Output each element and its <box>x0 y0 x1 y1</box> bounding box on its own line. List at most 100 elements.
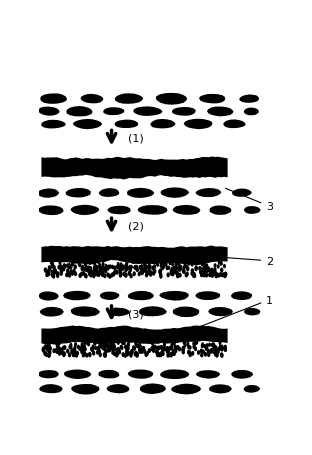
Circle shape <box>103 347 106 352</box>
Circle shape <box>80 343 84 347</box>
Text: 3: 3 <box>225 189 273 212</box>
Circle shape <box>194 267 198 272</box>
Polygon shape <box>41 326 228 345</box>
Circle shape <box>83 347 87 352</box>
Circle shape <box>140 264 143 269</box>
Circle shape <box>91 271 95 276</box>
Circle shape <box>124 353 127 358</box>
Polygon shape <box>172 108 196 116</box>
Polygon shape <box>66 107 92 117</box>
Circle shape <box>107 265 110 270</box>
Circle shape <box>119 271 122 275</box>
Polygon shape <box>139 307 167 317</box>
Circle shape <box>179 265 183 270</box>
Circle shape <box>83 341 86 346</box>
Polygon shape <box>210 206 232 216</box>
Circle shape <box>62 346 65 351</box>
Circle shape <box>71 263 74 267</box>
Circle shape <box>210 348 213 353</box>
Circle shape <box>104 349 108 354</box>
Circle shape <box>78 273 82 278</box>
Circle shape <box>159 269 162 273</box>
Circle shape <box>151 346 154 350</box>
Circle shape <box>213 350 216 354</box>
Circle shape <box>185 273 188 278</box>
Circle shape <box>213 347 216 352</box>
Circle shape <box>170 267 174 272</box>
Circle shape <box>60 271 63 276</box>
Circle shape <box>158 346 161 350</box>
Circle shape <box>122 272 126 277</box>
Circle shape <box>98 349 101 354</box>
Circle shape <box>166 353 170 358</box>
Circle shape <box>41 347 45 352</box>
Circle shape <box>52 273 55 278</box>
Circle shape <box>212 349 216 354</box>
Polygon shape <box>40 307 64 317</box>
Circle shape <box>166 349 169 354</box>
Circle shape <box>82 349 85 354</box>
Circle shape <box>84 263 87 268</box>
Circle shape <box>212 345 216 350</box>
Circle shape <box>71 271 74 276</box>
Circle shape <box>103 341 106 346</box>
Polygon shape <box>244 207 261 214</box>
Circle shape <box>121 341 124 345</box>
Circle shape <box>197 350 200 355</box>
Circle shape <box>224 345 227 350</box>
Circle shape <box>187 345 190 349</box>
Circle shape <box>220 353 223 357</box>
Circle shape <box>109 274 112 279</box>
Circle shape <box>83 352 86 357</box>
Polygon shape <box>115 120 139 129</box>
Circle shape <box>44 344 47 349</box>
Circle shape <box>113 352 116 356</box>
Circle shape <box>42 348 45 353</box>
Circle shape <box>109 265 112 269</box>
Circle shape <box>93 265 96 270</box>
Circle shape <box>80 349 84 354</box>
Circle shape <box>135 268 139 273</box>
Circle shape <box>104 353 107 358</box>
Circle shape <box>52 349 56 354</box>
Circle shape <box>171 263 174 267</box>
Circle shape <box>136 344 139 349</box>
Circle shape <box>212 348 215 353</box>
Circle shape <box>158 353 161 358</box>
Circle shape <box>140 271 144 276</box>
Circle shape <box>207 267 210 272</box>
Polygon shape <box>71 307 100 317</box>
Circle shape <box>140 268 143 273</box>
Circle shape <box>72 353 76 357</box>
Circle shape <box>102 267 105 272</box>
Circle shape <box>170 343 173 347</box>
Circle shape <box>85 268 89 273</box>
Polygon shape <box>40 94 67 105</box>
Circle shape <box>211 273 214 278</box>
Circle shape <box>103 353 107 358</box>
Circle shape <box>122 265 125 269</box>
Circle shape <box>173 342 176 346</box>
Circle shape <box>142 268 145 273</box>
Circle shape <box>161 347 164 351</box>
Polygon shape <box>128 369 153 379</box>
Circle shape <box>203 344 206 349</box>
Text: (1): (1) <box>129 134 144 144</box>
Circle shape <box>105 266 108 270</box>
Circle shape <box>102 344 105 349</box>
Polygon shape <box>73 120 102 130</box>
Circle shape <box>74 352 77 356</box>
Circle shape <box>86 266 90 271</box>
Circle shape <box>51 270 54 275</box>
Circle shape <box>135 265 138 270</box>
Circle shape <box>56 273 59 278</box>
Circle shape <box>126 346 130 351</box>
Circle shape <box>179 266 182 271</box>
Circle shape <box>167 266 170 270</box>
Circle shape <box>93 268 96 273</box>
Circle shape <box>73 352 77 357</box>
Circle shape <box>161 348 164 353</box>
Circle shape <box>87 342 90 347</box>
Circle shape <box>127 343 129 347</box>
Circle shape <box>128 265 131 270</box>
